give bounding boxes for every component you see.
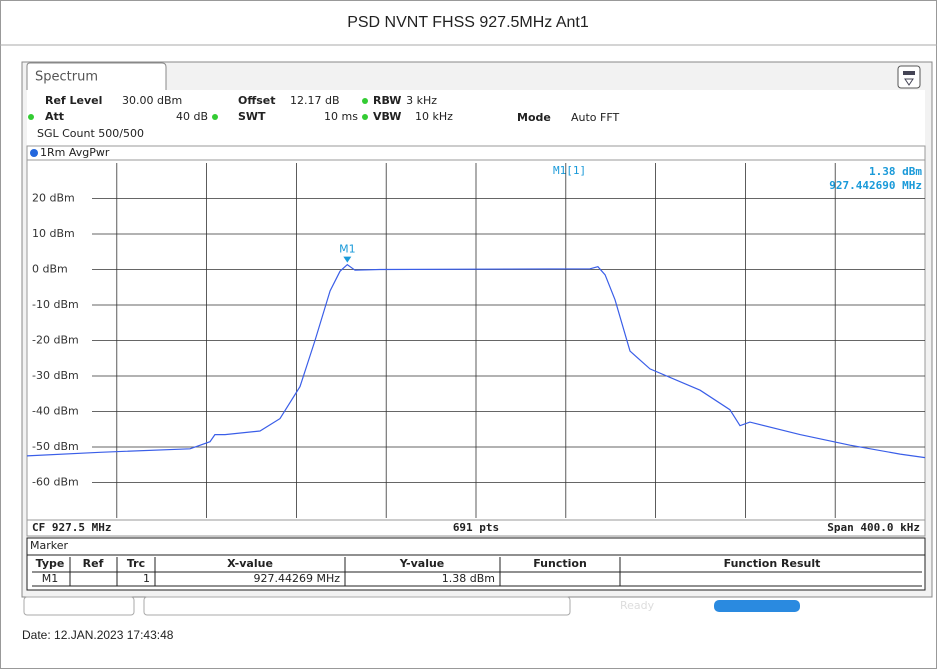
y-tick-label: 10 dBm <box>32 227 75 240</box>
y-tick-label: -60 dBm <box>32 476 79 489</box>
trace <box>26 263 926 459</box>
column-header: Type <box>36 557 65 570</box>
setting-label: Mode <box>517 111 551 124</box>
table-columns <box>32 557 922 587</box>
setting-value: 30.00 dBm <box>122 94 182 107</box>
y-tick-label: -10 dBm <box>32 298 79 311</box>
date: Date: 12.JAN.2023 17:43:48 <box>22 628 174 642</box>
footer-bar <box>26 519 926 537</box>
marker-readout-name: M1[1] <box>553 164 586 177</box>
setting-value: 40 dB <box>176 110 208 123</box>
column-header: Function <box>533 557 587 570</box>
status-box <box>143 596 571 616</box>
marker-label: M1 <box>339 243 356 256</box>
setting-value: 12.17 dB <box>290 94 340 107</box>
column-header: X-value <box>227 557 273 570</box>
setting-label: VBW <box>373 110 401 123</box>
setting-value: 10 kHz <box>415 110 453 123</box>
setting-value: 10 ms <box>324 110 358 123</box>
status-box <box>23 596 135 616</box>
column-header: Function Result <box>724 557 821 570</box>
cell-y-value: 1.38 dBm <box>442 572 495 585</box>
span: Span 400.0 kHz <box>827 521 920 534</box>
setting-label: Att <box>45 110 64 123</box>
setting-label: RBW <box>373 94 401 107</box>
setting-label: Ref Level <box>45 94 102 107</box>
progress <box>714 600 800 612</box>
page-title: PSD NVNT FHSS 927.5MHz Ant1 <box>347 14 589 31</box>
y-tick-label: -50 dBm <box>32 440 79 453</box>
cell-x-value: 927.44269 MHz <box>253 572 340 585</box>
setting-value: Auto FFT <box>571 111 619 124</box>
plot: -60 dBm -50 dBm -40 dBm -30 dBm -20 dBm -10 d… <box>26 163 926 518</box>
status-dot <box>362 114 368 120</box>
status-dot <box>212 114 218 120</box>
marker-readout-frequency: 927.442690 MHz <box>829 179 922 192</box>
y-tick-label: -20 dBm <box>32 334 79 347</box>
status-dot <box>362 98 368 104</box>
marker-table-title: Marker <box>30 539 68 552</box>
marker-readout-level: 1.38 dBm <box>869 165 922 178</box>
status-dot <box>28 114 34 120</box>
y-tick-label: -40 dBm <box>32 405 79 418</box>
sweep-count: SGL Count 500/500 <box>37 127 144 140</box>
setting-label: SWT <box>238 110 266 123</box>
column-header: Ref <box>83 557 104 570</box>
cell-trace: 1 <box>143 572 150 585</box>
center-frequency: CF 927.5 MHz <box>32 521 111 534</box>
menu-icon-bar <box>903 71 915 75</box>
settings-panel <box>27 90 925 146</box>
trace-label: 1Rm AvgPwr <box>40 146 110 159</box>
marker-table <box>26 537 926 591</box>
points: 691 pts <box>453 521 499 534</box>
y-tick-label: -30 dBm <box>32 369 79 382</box>
column-header: Trc <box>127 557 145 570</box>
y-tick-label: 20 dBm <box>32 192 75 205</box>
status: Ready <box>620 599 655 612</box>
tab[interactable] <box>26 62 167 90</box>
marker-symbol <box>343 256 352 263</box>
trace-indicator <box>30 149 38 157</box>
column-header: Y-value <box>399 557 445 570</box>
setting-value: 3 kHz <box>406 94 437 107</box>
cell-type: M1 <box>42 572 59 585</box>
setting-label: Offset <box>238 94 276 107</box>
menu-icon-arrow <box>904 78 914 86</box>
y-tick-label: 0 dBm <box>32 263 68 276</box>
tab-label[interactable]: Spectrum <box>35 70 98 85</box>
